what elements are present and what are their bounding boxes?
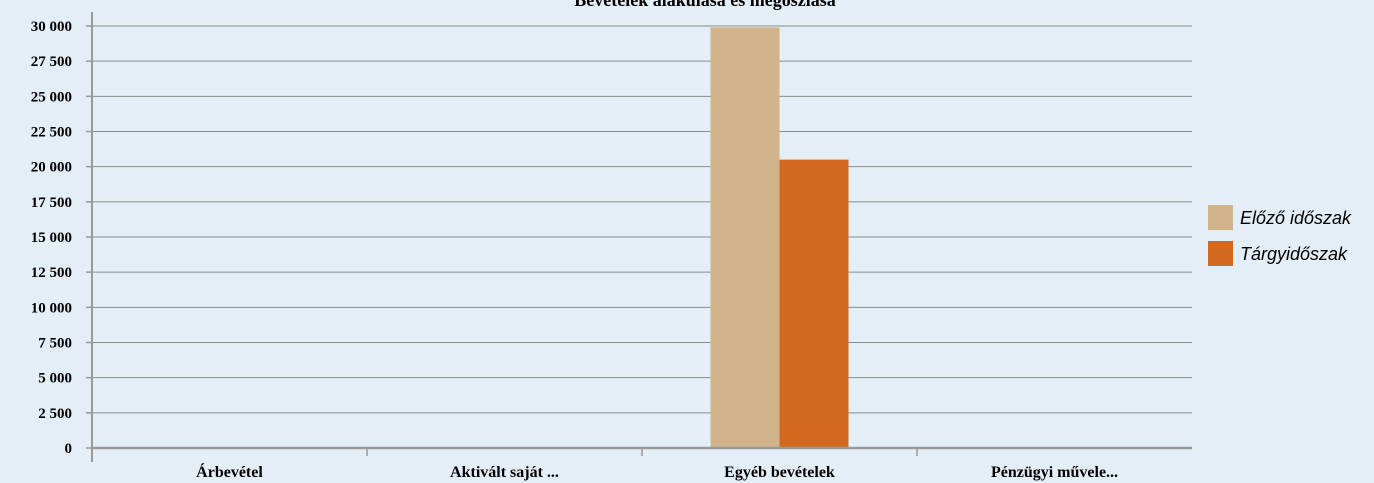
y-tick-label: 30 000 — [31, 19, 72, 35]
y-tick-label: 2 500 — [38, 406, 72, 422]
y-tick-label: 22 500 — [31, 125, 72, 141]
y-tick-label: 25 000 — [31, 89, 72, 105]
legend-label: Tárgyidőszak — [1240, 244, 1348, 264]
legend: Előző időszak Tárgyidőszak — [1208, 205, 1352, 266]
legend-swatch — [1208, 205, 1233, 230]
x-axis-categories: Árbevétel Aktivált saját ... Egyéb bevétel… — [196, 462, 1118, 481]
bar — [779, 159, 849, 448]
y-tick-label: 5 000 — [38, 371, 72, 387]
legend-label: Előző időszak — [1240, 208, 1352, 228]
x-category-label: Aktivált saját ... — [450, 464, 559, 481]
y-tick-label: 0 — [65, 441, 73, 457]
y-tick-label: 7 500 — [38, 336, 72, 352]
x-category-label: Egyéb bevételek — [724, 464, 835, 481]
y-tick-label: 20 000 — [31, 160, 72, 176]
y-tick-label: 27 500 — [31, 54, 72, 70]
bar — [710, 27, 780, 448]
grid-lines — [92, 25, 1192, 414]
y-tick-label: 15 000 — [31, 230, 72, 246]
y-tick-label: 12 500 — [31, 265, 72, 281]
legend-swatch — [1208, 241, 1233, 266]
x-category-label: Árbevétel — [196, 462, 263, 481]
y-tick-label: 10 000 — [31, 300, 72, 316]
chart-title: Bevételek alakulása és megoszlása — [574, 0, 835, 10]
bars — [710, 27, 849, 448]
y-axis-ticks: 0 2 500 5 000 7 500 10 000 12 500 15 000 17 500… — [31, 19, 92, 457]
y-tick-label: 17 500 — [31, 195, 72, 211]
x-category-label: Pénzügyi művele... — [991, 464, 1118, 481]
